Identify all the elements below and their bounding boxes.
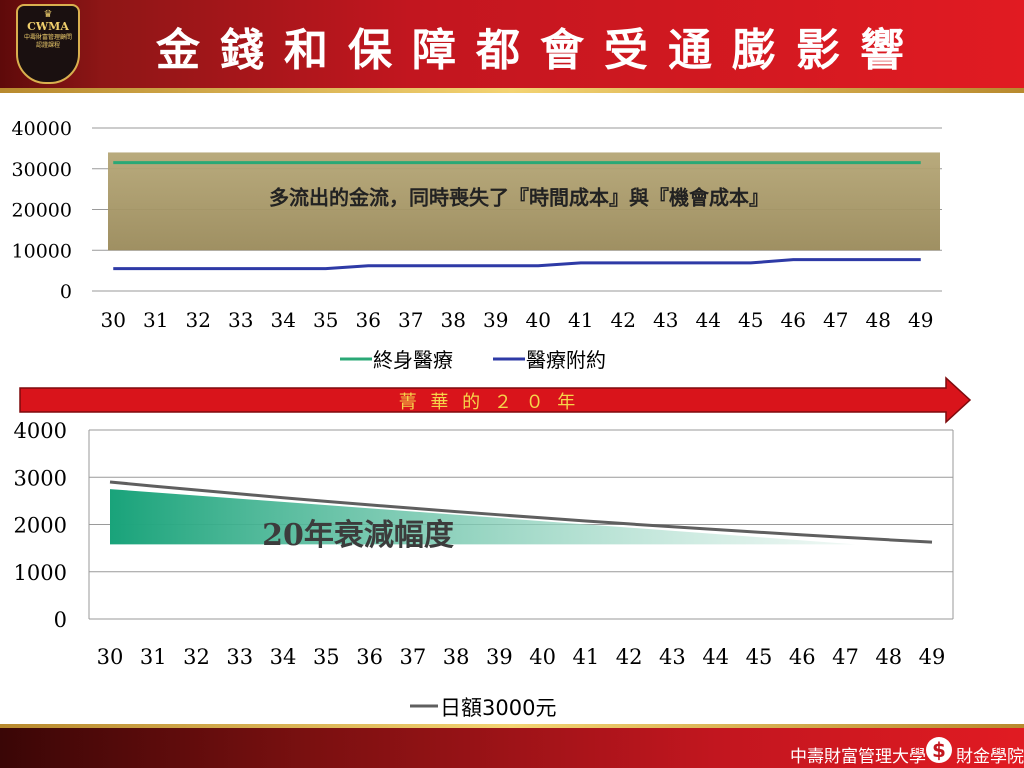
crown-icon: ♛ [43,9,53,20]
chart2-xtick-label: 39 [486,645,513,669]
chart1-annotation-band [108,152,940,251]
chart1-xtick-label: 39 [483,308,508,332]
chart1-legend-label-2: 醫療附約 [526,348,606,372]
header-gold-stripe [0,88,1024,93]
footer-bar [0,728,1024,768]
chart1-series-line-2 [113,258,921,271]
logo-name: CWMA [27,20,69,33]
chart2-legend-label-1: 日額3000元 [440,696,556,720]
chart1-xtick-label: 38 [441,308,466,332]
chart2-xtick-label: 46 [789,645,816,669]
chart1-xtick-label: 32 [186,308,211,332]
chart2-decay-wedge [110,489,856,545]
chart1-xtick-label: 30 [101,308,126,332]
chart1-ytick-label: 20000 [12,200,72,222]
timeline-arrow-label: 菁 華 的 ２ ０ 年 [399,392,580,413]
chart1-ytick-label: 0 [60,281,72,303]
chart1-ytick-label: 40000 [12,118,72,140]
chart1-xtick-label: 35 [313,308,338,332]
chart1-xtick-label: 31 [143,308,168,332]
chart2-annotation-text: 20年衰減幅度 [262,518,454,553]
chart2-ytick-label: 2000 [14,514,67,538]
chart1-xtick-label: 46 [781,308,806,332]
chart2-xtick-label: 45 [746,645,773,669]
chart1-ytick-label: 30000 [12,159,72,181]
chart1-annotation-text: 多流出的金流，同時喪失了『時間成本』與『機會成本』 [269,185,769,209]
logo-subtitle: 中壽財富管理顧問認證課程 [23,34,72,49]
chart2-xtick-label: 42 [616,645,643,669]
timeline-arrow [19,376,972,424]
chart2-xtick-label: 32 [183,645,210,669]
chart2-xtick-label: 41 [573,645,600,669]
chart1-xtick-label: 47 [823,308,848,332]
chart2-series-line-1 [109,480,933,544]
chart2-ytick-label: 3000 [14,466,67,490]
chart1-legend-label-1: 終身醫療 [373,348,453,372]
chart1-xtick-label: 49 [908,308,933,332]
chart2-ytick-label: 0 [54,608,67,632]
cwma-logo: ♛ CWMA 中壽財富管理顧問認證課程 [16,4,80,84]
dollar-coin-icon: $ [926,737,952,763]
chart1-xtick-label: 41 [568,308,593,332]
chart2-xtick-label: 36 [356,645,383,669]
chart2-xtick-label: 43 [659,645,686,669]
chart1-xtick-label: 34 [271,308,296,332]
page-title: 金錢和保障都會受通膨影響 [156,25,924,76]
chart2-xtick-label: 30 [97,645,124,669]
chart2-xtick-label: 40 [529,645,556,669]
chart2-xtick-label: 33 [226,645,253,669]
chart2-xtick-label: 47 [832,645,859,669]
chart1-xtick-label: 36 [356,308,381,332]
chart1-xtick-label: 37 [398,308,423,332]
chart1-xtick-label: 48 [866,308,891,332]
chart2-xtick-label: 31 [140,645,167,669]
header-bar [0,0,1024,90]
chart2-xtick-label: 38 [443,645,470,669]
footer-university: 中壽財富管理大學 [790,747,926,767]
chart2-xtick-label: 44 [702,645,729,669]
chart2-xtick-label: 35 [313,645,340,669]
footer-college: 財金學院 [956,747,1024,767]
chart1-xtick-label: 40 [526,308,551,332]
footer-gold-stripe [0,724,1024,729]
chart2-ytick-label: 1000 [14,561,67,585]
chart2-xtick-label: 48 [875,645,902,669]
chart2-ytick-label: 4000 [14,419,67,443]
chart1-xtick-label: 44 [696,308,721,332]
chart2-xtick-label: 49 [919,645,946,669]
chart1-xtick-label: 43 [653,308,678,332]
chart2-xtick-label: 37 [399,645,426,669]
chart1-xtick-label: 33 [228,308,253,332]
chart2-xtick-label: 34 [270,645,297,669]
chart1-xtick-label: 42 [611,308,636,332]
chart1-xtick-label: 45 [738,308,763,332]
chart1-ytick-label: 10000 [12,240,72,262]
